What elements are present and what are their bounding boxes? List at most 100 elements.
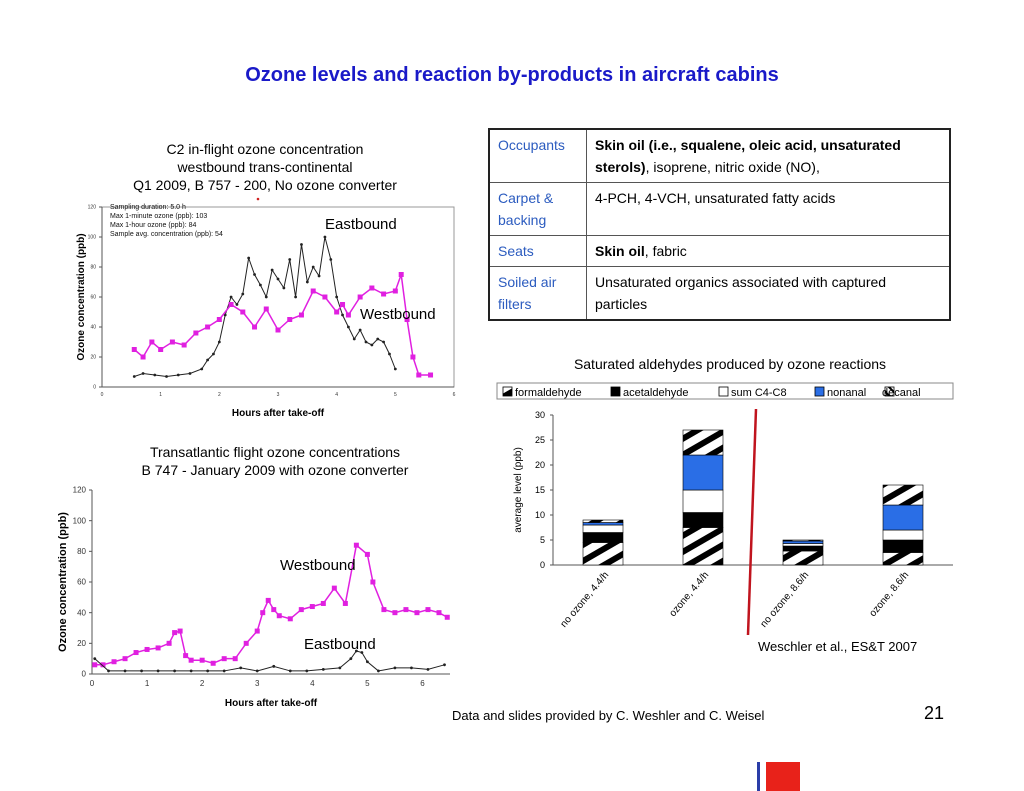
table-cell-category: Occupants (489, 129, 587, 183)
x-tick-label: 4 (335, 392, 338, 398)
data-point (193, 331, 198, 336)
data-point (436, 610, 441, 615)
legend-label: acetaldehyde (623, 387, 688, 399)
data-point (334, 310, 339, 315)
data-point (329, 258, 332, 261)
chart2-caption-line2: B 747 - January 2009 with ozone converte… (100, 461, 450, 479)
data-point (217, 317, 222, 322)
data-point (173, 670, 176, 673)
y-tick-label: 100 (73, 516, 87, 525)
data-point (300, 243, 303, 246)
chart1-note: Max 1-minute ozone (ppb): 103 (110, 213, 207, 220)
data-point (271, 269, 274, 272)
data-point (428, 373, 433, 378)
bar-segment (783, 544, 823, 547)
data-point (240, 310, 245, 315)
data-point (182, 343, 187, 348)
data-point (256, 670, 259, 673)
y-tick-label: 30 (535, 410, 545, 420)
bar-segment (883, 540, 923, 553)
y-tick-label: 25 (535, 435, 545, 445)
data-point (170, 340, 175, 345)
data-point (416, 373, 421, 378)
data-point (141, 355, 146, 360)
data-point (414, 610, 419, 615)
y-tick-label: 15 (535, 485, 545, 495)
data-point (294, 296, 297, 299)
divider-line (748, 409, 756, 635)
chart2-caption: Transatlantic flight ozone concentration… (100, 443, 450, 479)
table-cell-category: Soiled air filters (489, 267, 587, 321)
data-point (200, 368, 203, 371)
data-point (346, 313, 351, 318)
x-tick-label: no ozone, 4.4/h (559, 570, 612, 630)
data-point (276, 328, 281, 333)
red-marker (257, 198, 260, 201)
data-point (190, 670, 193, 673)
data-point (365, 341, 368, 344)
data-point (341, 314, 344, 317)
data-point (247, 257, 250, 260)
y-axis-label: Ozone concentration (ppb) (76, 233, 87, 360)
chart2-ozone-transatlantic: 0204060801001200 1 2 3 4 5 6Hours after take-o… (50, 482, 460, 712)
data-point (255, 629, 260, 634)
table-row: Carpet & backing 4-PCH, 4-VCH, unsaturat… (489, 183, 950, 236)
table-row: Soiled air filters Unsaturated organics … (489, 267, 950, 321)
table-cell-category: Carpet & backing (489, 183, 587, 236)
data-point (388, 353, 391, 356)
data-point (92, 662, 97, 667)
data-point (253, 273, 256, 276)
data-point (112, 659, 117, 664)
x-tick-label: 3 (255, 679, 260, 688)
data-point (252, 325, 257, 330)
chart3-caption: Saturated aldehydes produced by ozone re… (540, 356, 920, 372)
legend-swatch (611, 387, 620, 396)
y-tick-label: 20 (77, 639, 86, 648)
data-point (288, 258, 291, 261)
data-point (394, 368, 397, 371)
x-tick-label: ozone, 8.6/h (867, 570, 911, 619)
data-point (230, 296, 233, 299)
data-point (172, 630, 177, 635)
data-point (318, 275, 321, 278)
eastbound-label: Eastbound (325, 216, 397, 233)
data-point (156, 645, 161, 650)
y-tick-label: 40 (90, 325, 96, 331)
data-point (241, 293, 244, 296)
data-point (349, 657, 352, 660)
page-number: 21 (924, 703, 944, 724)
bar-segment (583, 543, 623, 566)
x-axis-label: Hours after take-off (232, 408, 325, 419)
bar-segment (883, 505, 923, 530)
legend-swatch (815, 387, 824, 396)
chart1-note: Sampling duration: 5.0 h (110, 204, 186, 211)
series-line-eastbound (95, 651, 445, 671)
data-point (265, 296, 268, 299)
westbound-label: Westbound (360, 306, 436, 323)
citation: Weschler et al., ES&T 2007 (758, 639, 917, 654)
x-tick-label: ozone, 4.4/h (667, 570, 711, 619)
bar-segment (683, 490, 723, 513)
bar-segment (783, 551, 823, 565)
x-axis-label: Hours after take-off (225, 698, 318, 709)
data-point (365, 552, 370, 557)
data-point (244, 641, 249, 646)
data-point (376, 338, 379, 341)
data-point (340, 302, 345, 307)
x-tick-label: 5 (365, 679, 370, 688)
data-point (381, 607, 386, 612)
data-point (299, 607, 304, 612)
data-point (322, 668, 325, 671)
table-cell-description: Skin oil (i.e., squalene, oleic acid, un… (587, 129, 951, 183)
desc-rest: , fabric (645, 243, 687, 259)
chart3-aldehydes: formaldehyde acetaldehyde sum C4-C8 nonanal… (495, 382, 960, 662)
data-point (445, 615, 450, 620)
y-tick-label: 40 (77, 608, 86, 617)
data-point (353, 338, 356, 341)
x-tick-label: 4 (310, 679, 315, 688)
data-point (272, 665, 275, 668)
data-point (123, 656, 128, 661)
credit-text: Data and slides provided by C. Weshler a… (452, 708, 764, 723)
desc-rest: 4-PCH, 4-VCH, unsaturated fatty acids (595, 190, 835, 206)
data-point (149, 340, 154, 345)
